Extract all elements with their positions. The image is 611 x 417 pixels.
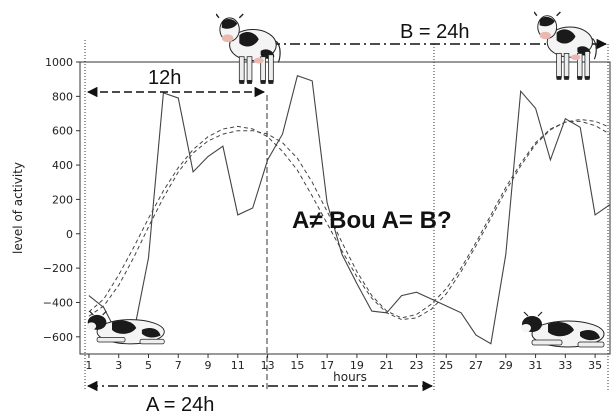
top-span-label: B = 24h — [400, 21, 470, 43]
x-ticks: 1 3 5 7 9 11 13 15 17 19 21 23 25 27 29 31 33 35 — [85, 354, 602, 372]
y-tick-label: 200 — [52, 193, 73, 206]
y-tick-label: −400 — [43, 296, 73, 309]
half-span-label: 12h — [148, 67, 181, 89]
x-tick-label: 17 — [320, 359, 334, 372]
y-tick-label: 600 — [52, 125, 73, 138]
x-tick-label: 15 — [290, 359, 304, 372]
y-tick-label: −600 — [43, 331, 73, 344]
x-tick-label: 19 — [350, 359, 364, 372]
x-tick-label: 29 — [499, 359, 513, 372]
bottom-span-label: A = 24h — [146, 394, 214, 416]
cow-lying-icon — [520, 311, 605, 348]
x-tick-label: 5 — [145, 359, 152, 372]
x-tick-label: 13 — [261, 359, 275, 372]
cow-standing-icon — [534, 11, 597, 81]
y-tick-label: −200 — [43, 262, 73, 275]
question-label: A≠ Bou A= B? — [292, 207, 452, 234]
x-tick-label: 9 — [205, 359, 212, 372]
cow-standing-icon — [216, 13, 281, 85]
plot-frame — [79, 61, 611, 355]
y-tick-label: 400 — [52, 159, 73, 172]
x-tick-label: 1 — [85, 359, 92, 372]
cosinor-fit-line — [88, 118, 611, 321]
x-tick-label: 11 — [231, 359, 245, 372]
x-tick-label: 7 — [175, 359, 182, 372]
x-tick-label: 31 — [529, 359, 543, 372]
y-ticks: −600 −400 −200 0 200 400 600 800 1000 — [43, 56, 80, 344]
cow-lying-icon — [86, 310, 165, 345]
x-tick-label: 3 — [115, 359, 122, 372]
y-tick-label: 0 — [66, 228, 73, 241]
y-tick-label: 1000 — [45, 56, 73, 69]
x-tick-label: 27 — [469, 359, 483, 372]
x-tick-label: 23 — [409, 359, 423, 372]
x-tick-label: 21 — [380, 359, 394, 372]
x-tick-label: 33 — [558, 359, 572, 372]
y-tick-label: 800 — [52, 90, 73, 103]
x-tick-label: 25 — [439, 359, 453, 372]
x-axis-label: hours — [333, 370, 367, 384]
y-axis-label: level of activity — [11, 162, 25, 254]
x-tick-label: 35 — [588, 359, 602, 372]
cosinor-fit-line — [88, 120, 611, 319]
